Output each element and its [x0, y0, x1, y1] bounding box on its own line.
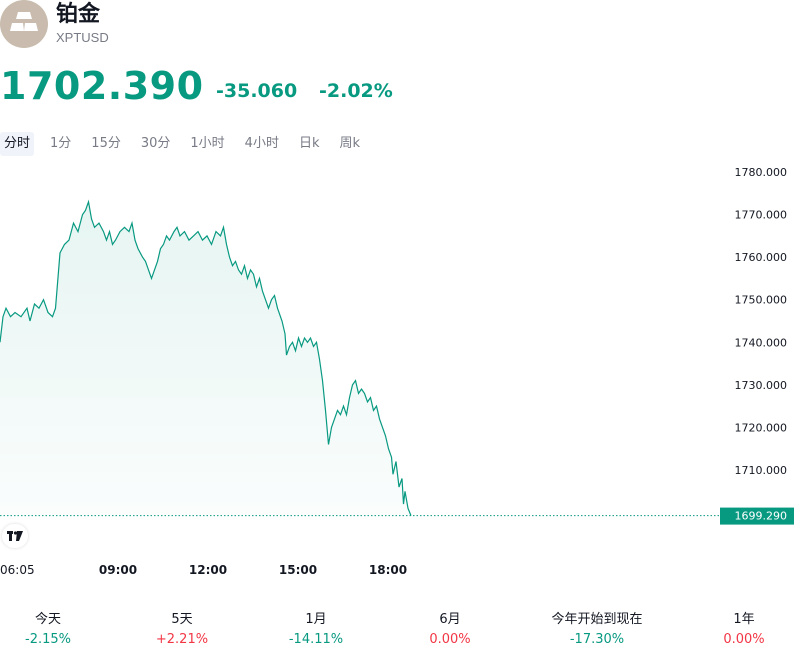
perf-6m[interactable]: 6月 0.00%	[385, 610, 515, 650]
interval-tabs: 分时 1分 15分 30分 1小时 4小时 日k 周k	[0, 132, 376, 156]
symbol-logo	[0, 0, 48, 48]
perf-5d[interactable]: 5天 +2.21%	[117, 610, 247, 650]
last-price-badge	[720, 507, 794, 525]
price-axis-tick: 1740.000	[735, 336, 788, 349]
price-change: -35.060	[216, 80, 298, 102]
perf-label: 6月	[439, 612, 461, 627]
tab-interval[interactable]: 日k	[298, 136, 320, 151]
perf-1y[interactable]: 1年 0.00%	[679, 610, 800, 650]
last-price-badge-label: 1699.290	[735, 510, 788, 523]
perf-value: -14.11%	[288, 632, 344, 647]
price-axis-tick: 1720.000	[735, 421, 788, 434]
price-chart[interactable]: 1780.000 1770.000 1760.000 1750.000 1740.000…	[0, 158, 800, 588]
time-axis-tick: 06:05	[0, 563, 35, 577]
perf-label: 今年开始到现在	[551, 612, 643, 627]
time-axis: 06:05 09:00 12:00 15:00 18:00	[0, 563, 407, 577]
perf-ytd[interactable]: 今年开始到现在 -17.30%	[532, 610, 662, 650]
tab-interval[interactable]: 分时	[0, 132, 35, 156]
perf-value: -17.30%	[569, 632, 625, 647]
time-axis-tick: 12:00	[189, 563, 227, 577]
perf-label: 今天	[34, 612, 61, 627]
tab-interval[interactable]: 周k	[339, 136, 361, 151]
tab-interval[interactable]: 30分	[140, 136, 171, 151]
perf-value: +2.21%	[155, 632, 209, 647]
time-axis-tick: 15:00	[279, 563, 317, 577]
instrument-symbol: XPTUSD	[56, 30, 109, 45]
performance-row: 今天 -2.15% 5天 +2.21% 1月 -14.11% 6月 0.00% …	[0, 610, 800, 652]
price-line	[0, 199, 412, 516]
perf-label: 1年	[733, 612, 755, 627]
time-axis-tick: 18:00	[369, 563, 407, 577]
price-area-fill	[0, 201, 411, 516]
price-axis: 1780.000 1770.000 1760.000 1750.000 1740.000…	[720, 166, 794, 525]
price-axis-tick: 1760.000	[735, 251, 788, 264]
tradingview-logo-icon[interactable]	[2, 524, 28, 548]
tab-interval[interactable]: 1小时	[190, 136, 225, 151]
price-axis-tick: 1710.000	[735, 464, 788, 477]
tab-interval[interactable]: 4小时	[244, 136, 279, 151]
instrument-title: 铂金	[56, 2, 101, 27]
price-axis-tick: 1770.000	[735, 209, 788, 222]
plot-area	[0, 199, 720, 517]
price-axis-tick: 1780.000	[735, 166, 788, 179]
time-axis-tick: 09:00	[99, 563, 137, 577]
price-change-percent: -2.02%	[319, 80, 393, 102]
perf-label: 5天	[171, 612, 193, 627]
perf-value: -2.15%	[25, 632, 71, 647]
price-axis-tick: 1750.000	[735, 294, 788, 307]
perf-label: 1月	[305, 612, 327, 627]
tab-interval[interactable]: 15分	[91, 136, 121, 151]
price-axis-tick: 1730.000	[735, 379, 788, 392]
perf-value: 0.00%	[429, 632, 471, 647]
tab-interval[interactable]: 1分	[50, 136, 72, 151]
perf-1m[interactable]: 1月 -14.11%	[251, 610, 381, 650]
gold-bars-icon	[10, 11, 38, 37]
perf-today[interactable]: 今天 -2.15%	[0, 610, 113, 650]
last-price: 1702.390	[0, 64, 204, 108]
perf-value: 0.00%	[723, 632, 765, 647]
